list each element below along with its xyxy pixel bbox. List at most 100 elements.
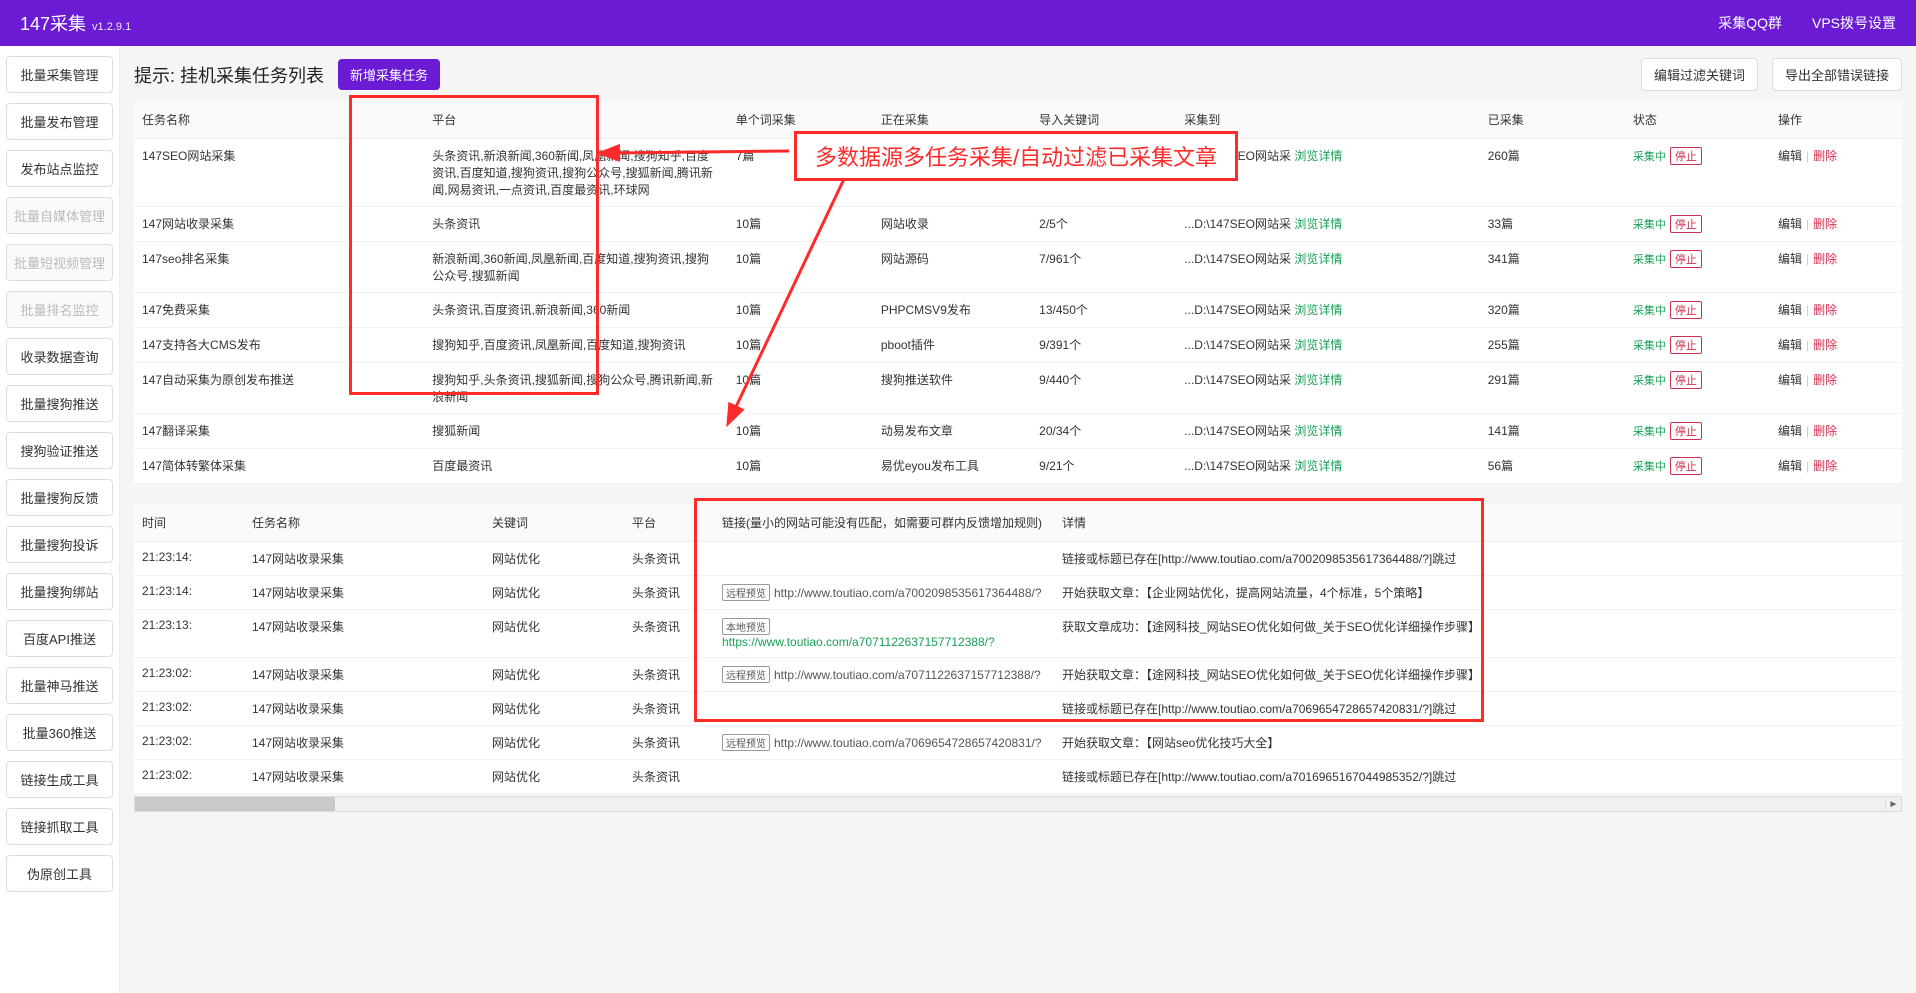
delete-link[interactable]: 删除 bbox=[1813, 149, 1837, 163]
task-cell: 291篇 bbox=[1480, 363, 1625, 414]
log-url[interactable]: http://www.toutiao.com/a7002098535617364… bbox=[774, 586, 1042, 600]
task-row: 147SEO网站采集头条资讯,新浪新闻,360新闻,凤凰新闻,搜狗知乎,百度资讯… bbox=[134, 139, 1902, 207]
browse-link[interactable]: 浏览详情 bbox=[1294, 459, 1342, 473]
task-cell: 易优eyou发布工具 bbox=[873, 449, 1031, 484]
browse-link[interactable]: 浏览详情 bbox=[1294, 252, 1342, 266]
sidebar-item-9[interactable]: 批量搜狗反馈 bbox=[6, 479, 113, 516]
sidebar-item-13[interactable]: 批量神马推送 bbox=[6, 667, 113, 704]
log-hscrollbar[interactable]: ◄ ► bbox=[134, 796, 1902, 812]
task-cell: 147翻译采集 bbox=[134, 414, 424, 449]
log-cell: 获取文章成功：【途网科技_网站SEO优化如何做_关于SEO优化详细操作步骤】 bbox=[1054, 610, 1902, 658]
sidebar-item-10[interactable]: 批量搜狗投诉 bbox=[6, 526, 113, 563]
log-url[interactable]: http://www.toutiao.com/a7069654728657420… bbox=[774, 736, 1042, 750]
log-col-5: 详情 bbox=[1054, 504, 1902, 542]
task-cell: 33篇 bbox=[1480, 207, 1625, 242]
stop-button[interactable]: 停止 bbox=[1670, 371, 1702, 389]
log-url[interactable]: https://www.toutiao.com/a707112263715771… bbox=[722, 635, 995, 649]
log-cell: 21:23:02: bbox=[134, 658, 244, 692]
task-cell: 搜狗知乎,百度资讯,凤凰新闻,百度知道,搜狗资讯 bbox=[424, 328, 727, 363]
edit-link[interactable]: 编辑 bbox=[1778, 303, 1802, 317]
add-task-button[interactable]: 新增采集任务 bbox=[338, 59, 440, 90]
sidebar-item-0[interactable]: 批量采集管理 bbox=[6, 56, 113, 93]
status-badge: 采集中 bbox=[1633, 426, 1666, 438]
delete-link[interactable]: 删除 bbox=[1813, 373, 1837, 387]
edit-link[interactable]: 编辑 bbox=[1778, 338, 1802, 352]
preview-tag[interactable]: 远程预览 bbox=[722, 584, 770, 601]
preview-tag[interactable]: 远程预览 bbox=[722, 666, 770, 683]
sidebar-item-14[interactable]: 批量360推送 bbox=[6, 714, 113, 751]
log-cell: 头条资讯 bbox=[624, 610, 714, 658]
log-row: 21:23:02:147网站收录采集网站优化头条资讯链接或标题已存在[http:… bbox=[134, 692, 1902, 726]
stop-button[interactable]: 停止 bbox=[1670, 301, 1702, 319]
edit-link[interactable]: 编辑 bbox=[1778, 252, 1802, 266]
delete-link[interactable]: 删除 bbox=[1813, 424, 1837, 438]
task-cell: 编辑|删除 bbox=[1770, 414, 1902, 449]
edit-link[interactable]: 编辑 bbox=[1778, 424, 1802, 438]
sidebar-item-8[interactable]: 搜狗验证推送 bbox=[6, 432, 113, 469]
delete-link[interactable]: 删除 bbox=[1813, 217, 1837, 231]
sidebar-item-1[interactable]: 批量发布管理 bbox=[6, 103, 113, 140]
task-row: 147支持各大CMS发布搜狗知乎,百度资讯,凤凰新闻,百度知道,搜狗资讯10篇p… bbox=[134, 328, 1902, 363]
edit-link[interactable]: 编辑 bbox=[1778, 459, 1802, 473]
sidebar-item-7[interactable]: 批量搜狗推送 bbox=[6, 385, 113, 422]
scroll-thumb[interactable] bbox=[135, 797, 335, 811]
task-cell: 10篇 bbox=[728, 207, 873, 242]
edit-link[interactable]: 编辑 bbox=[1778, 217, 1802, 231]
log-cell: 链接或标题已存在[http://www.toutiao.com/a7069654… bbox=[1054, 692, 1902, 726]
browse-link[interactable]: 浏览详情 bbox=[1294, 303, 1342, 317]
log-cell: 网站优化 bbox=[484, 760, 624, 794]
topbar-link-vps[interactable]: VPS拨号设置 bbox=[1812, 13, 1896, 33]
task-cell: 147自动采集为原创发布推送 bbox=[134, 363, 424, 414]
delete-link[interactable]: 删除 bbox=[1813, 252, 1837, 266]
task-cell: 采集中停止 bbox=[1625, 414, 1770, 449]
sidebar-item-11[interactable]: 批量搜狗绑站 bbox=[6, 573, 113, 610]
log-url[interactable]: http://www.toutiao.com/a7071122637157712… bbox=[774, 668, 1041, 682]
preview-tag[interactable]: 本地预览 bbox=[722, 618, 770, 635]
task-cell: 采集中停止 bbox=[1625, 139, 1770, 207]
log-cell: 本地预览https://www.toutiao.com/a70711226371… bbox=[714, 610, 1054, 658]
export-errors-button[interactable]: 导出全部错误链接 bbox=[1772, 58, 1902, 91]
sidebar-item-2[interactable]: 发布站点监控 bbox=[6, 150, 113, 187]
log-col-1: 任务名称 bbox=[244, 504, 484, 542]
sidebar-item-15[interactable]: 链接生成工具 bbox=[6, 761, 113, 798]
browse-link[interactable]: 浏览详情 bbox=[1294, 338, 1342, 352]
delete-link[interactable]: 删除 bbox=[1813, 338, 1837, 352]
topbar-link-qq[interactable]: 采集QQ群 bbox=[1718, 13, 1782, 33]
browse-link[interactable]: 浏览详情 bbox=[1294, 149, 1342, 163]
log-cell: 头条资讯 bbox=[624, 542, 714, 576]
stop-button[interactable]: 停止 bbox=[1670, 336, 1702, 354]
task-cell: 编辑|删除 bbox=[1770, 207, 1902, 242]
stop-button[interactable]: 停止 bbox=[1670, 422, 1702, 440]
stop-button[interactable]: 停止 bbox=[1670, 457, 1702, 475]
browse-link[interactable]: 浏览详情 bbox=[1294, 373, 1342, 387]
sidebar-item-6[interactable]: 收录数据查询 bbox=[6, 338, 113, 375]
scroll-right-icon[interactable]: ► bbox=[1885, 797, 1901, 811]
edit-link[interactable]: 编辑 bbox=[1778, 149, 1802, 163]
sidebar-item-4: 批量短视频管理 bbox=[6, 244, 113, 281]
edit-filter-button[interactable]: 编辑过滤关键词 bbox=[1641, 58, 1758, 91]
sidebar-item-16[interactable]: 链接抓取工具 bbox=[6, 808, 113, 845]
status-badge: 采集中 bbox=[1633, 461, 1666, 473]
delete-link[interactable]: 删除 bbox=[1813, 459, 1837, 473]
edit-link[interactable]: 编辑 bbox=[1778, 373, 1802, 387]
tasks-col-0: 任务名称 bbox=[134, 101, 424, 139]
stop-button[interactable]: 停止 bbox=[1670, 250, 1702, 268]
log-table: 时间任务名称关键词平台链接(量小的网站可能没有匹配，如需要可群内反馈增加规则)详… bbox=[134, 504, 1902, 794]
browse-link[interactable]: 浏览详情 bbox=[1294, 217, 1342, 231]
browse-link[interactable]: 浏览详情 bbox=[1294, 424, 1342, 438]
status-badge: 采集中 bbox=[1633, 305, 1666, 317]
task-cell: 2/5个 bbox=[1031, 207, 1176, 242]
task-cell: 头条资讯,百度资讯,新浪新闻,360新闻 bbox=[424, 293, 727, 328]
sidebar-item-12[interactable]: 百度API推送 bbox=[6, 620, 113, 657]
task-cell: 搜狗推送软件 bbox=[873, 363, 1031, 414]
stop-button[interactable]: 停止 bbox=[1670, 147, 1702, 165]
delete-link[interactable]: 删除 bbox=[1813, 303, 1837, 317]
sidebar-item-17[interactable]: 伪原创工具 bbox=[6, 855, 113, 892]
status-badge: 采集中 bbox=[1633, 151, 1666, 163]
preview-tag[interactable]: 远程预览 bbox=[722, 734, 770, 751]
task-cell: 320篇 bbox=[1480, 293, 1625, 328]
task-cell: 10篇 bbox=[728, 363, 873, 414]
log-cell: 21:23:02: bbox=[134, 726, 244, 760]
stop-button[interactable]: 停止 bbox=[1670, 215, 1702, 233]
task-cell: pboot插件 bbox=[873, 328, 1031, 363]
